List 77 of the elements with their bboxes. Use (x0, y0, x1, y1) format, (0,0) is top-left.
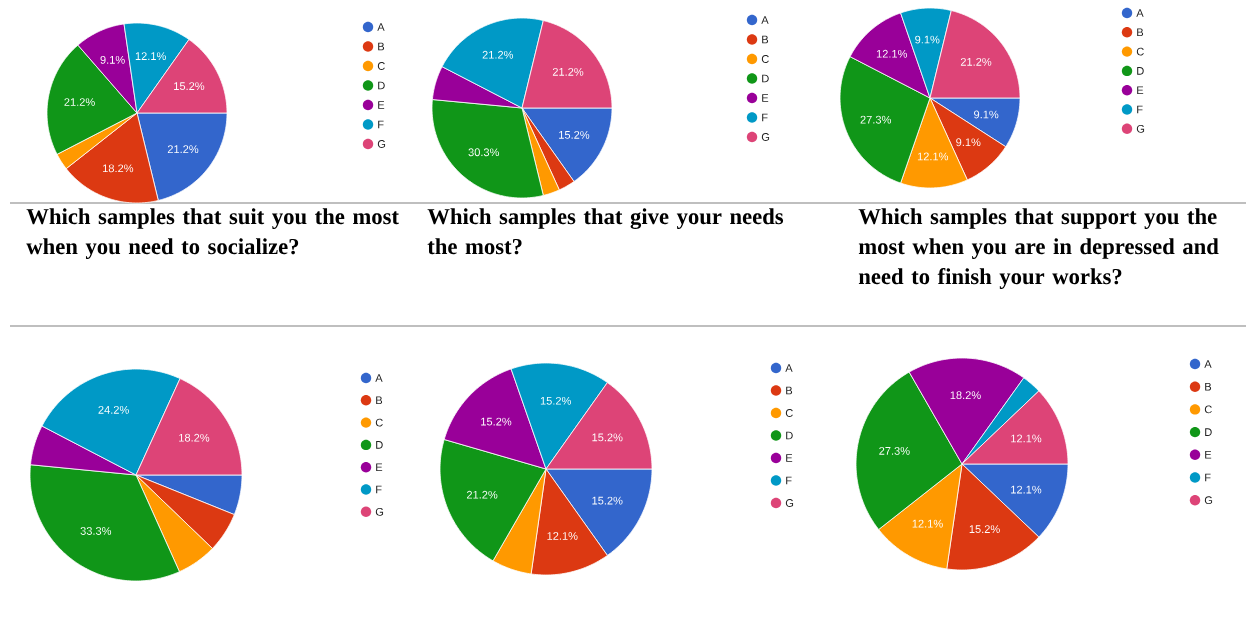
legend-label: B (378, 42, 385, 51)
data-label: 15.2% (592, 433, 623, 442)
data-label: 15.2% (174, 82, 205, 91)
legend-label: F (786, 476, 792, 485)
data-label: 33.3% (80, 527, 112, 535)
data-label: 27.3% (879, 446, 910, 455)
data-label: 15.2% (540, 396, 571, 405)
data-label: 30.3% (468, 148, 500, 157)
legend-label: B (762, 35, 769, 44)
data-label: 12.1% (1011, 434, 1042, 443)
data-label: 12.1% (1011, 485, 1042, 494)
legend-label: C (785, 409, 793, 417)
legend-label: E (378, 101, 385, 109)
legend-label: D (1205, 428, 1212, 436)
data-label: 12.1% (135, 52, 166, 61)
legend-label: B (1205, 382, 1212, 391)
legend-label: E (762, 94, 769, 102)
data-label: 12.1% (876, 49, 908, 58)
text: Which samples that suit you the most when you need to socialize? (26, 208, 399, 259)
legend-label: D (762, 74, 769, 83)
legend-label: F (376, 485, 382, 494)
legend-label: E (1137, 86, 1144, 95)
legend-label: D (376, 441, 383, 449)
legend-label: C (1136, 47, 1144, 56)
data-label: 18.2% (179, 433, 210, 442)
legend-label: D (1137, 67, 1144, 75)
legend-label: D (378, 81, 385, 90)
legend-label: B (376, 396, 383, 405)
legend-label: C (375, 418, 383, 427)
data-label: 12.1% (912, 519, 943, 528)
data-label: 27.3% (860, 115, 891, 124)
data-label: 15.2% (592, 496, 623, 505)
data-label: 21.2% (552, 67, 584, 76)
legend-label: A (375, 374, 383, 382)
data-label: 12.1% (547, 532, 578, 540)
data-label: 9.1% (915, 35, 940, 44)
legend-label: G (375, 507, 384, 516)
legend-label: A (761, 16, 769, 24)
data-label: 12.1% (917, 152, 949, 161)
legend-label: G (761, 133, 770, 141)
data-label: 18.2% (103, 164, 134, 173)
legend-label: E (786, 454, 793, 462)
data-label: 9.1% (956, 138, 981, 147)
legend-label: G (377, 140, 386, 148)
legend-label: F (762, 113, 768, 122)
legend-label: E (1205, 451, 1212, 459)
data-label: 9.1% (974, 110, 999, 119)
legend-label: G (785, 499, 794, 507)
data-label: 21.2% (960, 57, 992, 66)
data-label: 21.2% (167, 145, 199, 154)
legend-label: A (377, 23, 385, 31)
legend-label: A (1136, 9, 1144, 17)
legend-label: A (1204, 360, 1212, 368)
data-label: 9.1% (100, 55, 125, 64)
legend-label: D (786, 431, 793, 440)
data-label: 15.2% (559, 130, 590, 139)
text: Which samples that give your needs the most? (427, 208, 784, 255)
legend-label: B (786, 386, 793, 395)
legend-label: C (377, 62, 385, 70)
legend-label: F (1137, 105, 1143, 114)
legend-label: G (1204, 496, 1213, 505)
legend-label: E (376, 463, 383, 472)
data-label: 21.2% (482, 50, 514, 59)
legend-label: B (1137, 28, 1144, 37)
data-label: 15.2% (481, 417, 512, 426)
legend-label: A (785, 364, 793, 372)
data-label: 21.2% (64, 98, 95, 106)
legend-label: G (1136, 124, 1145, 133)
text: Which samples that support you the most when you are in depressed and need to finish your works? (858, 208, 1219, 289)
data-label: 18.2% (950, 391, 981, 400)
legend-label: F (1205, 473, 1211, 482)
data-label: 15.2% (969, 525, 1000, 534)
legend-label: C (1204, 405, 1212, 414)
legend-label: C (761, 55, 769, 63)
data-label: 24.2% (98, 405, 129, 414)
legend-label: F (378, 120, 384, 129)
data-label: 21.2% (466, 490, 498, 499)
